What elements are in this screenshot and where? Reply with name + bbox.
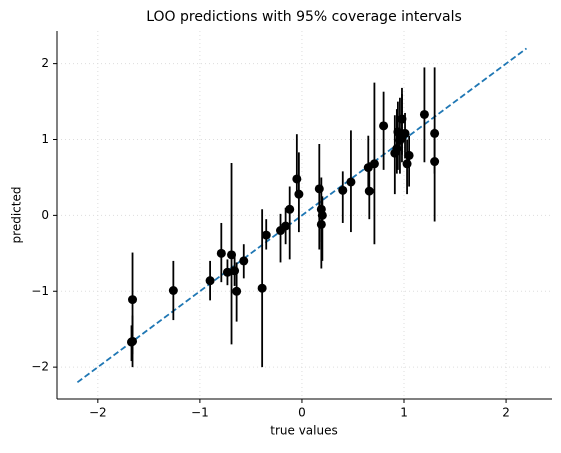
point <box>128 295 138 305</box>
point <box>281 221 291 231</box>
x-axis-label: true values <box>270 424 337 438</box>
y-tick-label: −2 <box>31 360 49 374</box>
point <box>379 121 389 131</box>
point <box>222 267 232 277</box>
x-tick-label: 0 <box>298 406 306 420</box>
point <box>369 159 379 169</box>
y-tick-label: 1 <box>41 132 49 146</box>
point <box>216 248 226 258</box>
point <box>317 210 327 220</box>
point <box>338 185 348 195</box>
point <box>205 276 215 286</box>
point <box>364 186 374 196</box>
y-axis-label: predicted <box>10 187 24 244</box>
point <box>230 266 240 276</box>
y-tick-label: −1 <box>31 284 49 298</box>
x-tick-label: 1 <box>400 406 408 420</box>
point <box>402 159 412 169</box>
point <box>430 128 440 138</box>
point <box>419 109 429 119</box>
x-tick-label: −2 <box>89 406 107 420</box>
y-tick-label: 0 <box>41 208 49 222</box>
point <box>285 204 295 214</box>
x-tick-label: −1 <box>191 406 209 420</box>
point <box>227 250 237 260</box>
point <box>261 230 271 240</box>
point <box>239 256 249 266</box>
point <box>257 283 267 293</box>
point <box>400 128 410 138</box>
point <box>127 337 137 347</box>
point <box>294 189 304 199</box>
point <box>314 184 324 194</box>
point <box>404 150 414 160</box>
point <box>430 157 440 167</box>
x-tick-label: 2 <box>502 406 510 420</box>
point <box>232 286 242 296</box>
point <box>316 219 326 229</box>
chart-title: LOO predictions with 95% coverage interv… <box>146 9 462 25</box>
point <box>292 174 302 184</box>
point <box>392 144 402 154</box>
reference-line <box>76 47 528 384</box>
y-tick-label: 2 <box>41 56 49 70</box>
point <box>346 177 356 187</box>
point <box>397 114 407 124</box>
point <box>168 285 178 295</box>
